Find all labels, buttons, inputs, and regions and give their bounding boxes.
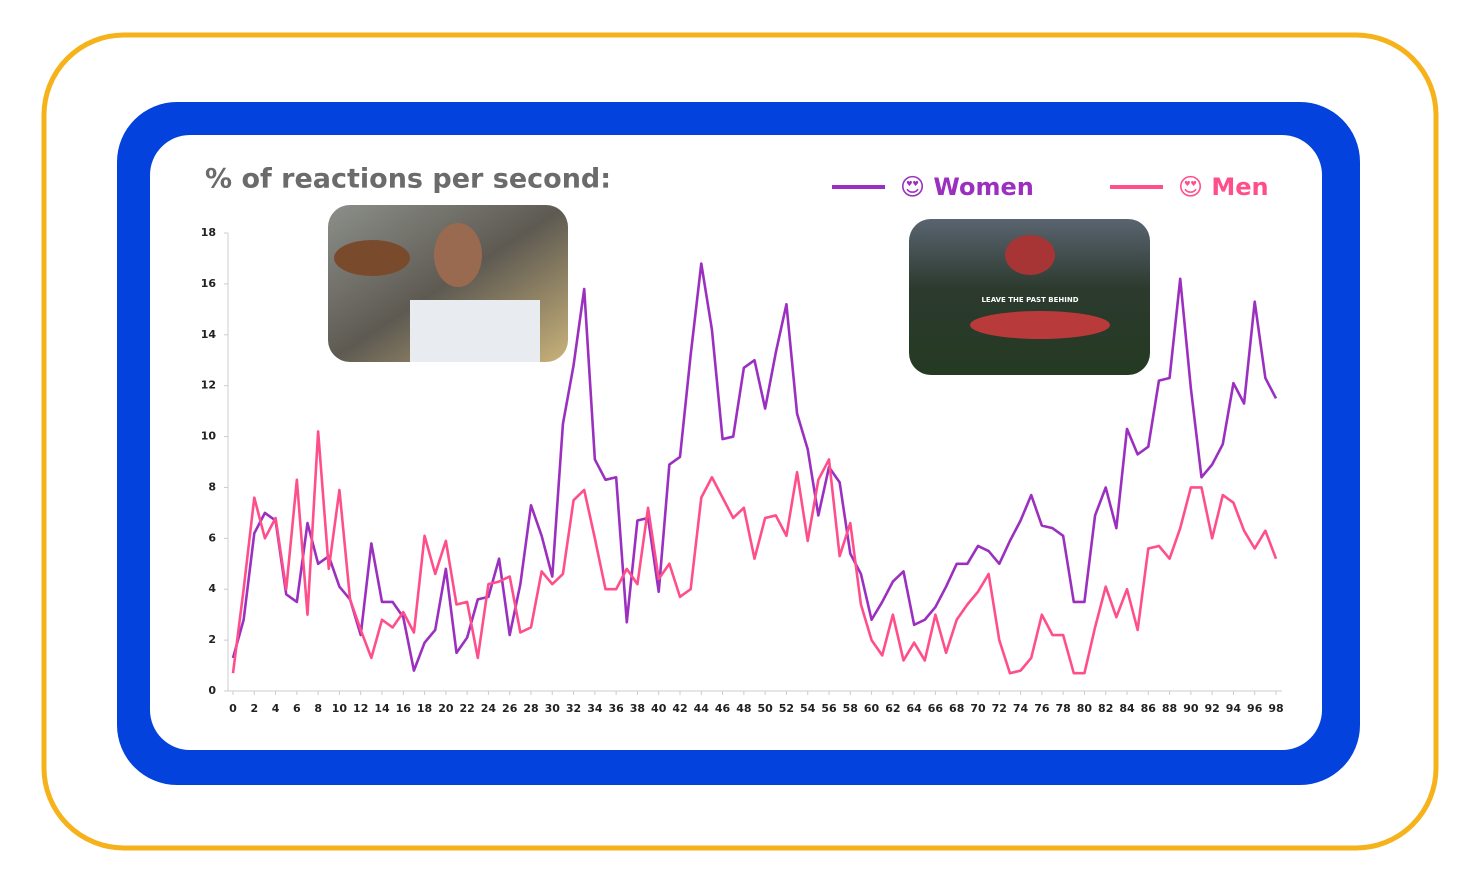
x-tick-label: 88 [1162, 702, 1177, 715]
x-tick-label: 78 [1055, 702, 1070, 715]
chart-panel [150, 135, 1322, 750]
line-series [231, 262, 1278, 672]
x-tick-label: 30 [545, 702, 561, 715]
x-tick-label: 22 [459, 702, 474, 715]
x-tick-label: 14 [374, 702, 390, 715]
chart-title: % of reactions per second: [205, 164, 611, 195]
x-tick-label: 96 [1247, 702, 1263, 715]
x-tick-label: 44 [694, 702, 710, 715]
x-tick-label: 50 [757, 702, 773, 715]
x-tick-label: 42 [672, 702, 687, 715]
y-tick-label: 18 [201, 226, 216, 239]
y-tick-label: 4 [208, 582, 216, 595]
x-tick-label: 82 [1098, 702, 1113, 715]
x-tick-label: 34 [587, 702, 603, 715]
y-tick-label: 12 [201, 379, 216, 392]
x-tick-label: 38 [630, 702, 645, 715]
x-tick-label: 64 [906, 702, 922, 715]
x-tick-label: 40 [651, 702, 667, 715]
y-tick-label: 8 [208, 480, 216, 493]
y-tick-label: 10 [201, 430, 217, 443]
legend-label: 😍 Men [1178, 173, 1269, 201]
x-tick-label: 62 [885, 702, 900, 715]
x-tick-label: 4 [272, 702, 280, 715]
x-tick-label: 2 [250, 702, 258, 715]
y-tick-label: 6 [208, 531, 216, 544]
x-tick-label: 80 [1077, 702, 1093, 715]
image-caption: LEAVE THE PAST BEHIND [981, 296, 1078, 304]
x-tick-label: 36 [608, 702, 624, 715]
x-tick-label: 16 [396, 702, 412, 715]
x-tick-label: 52 [779, 702, 794, 715]
y-tick-label: 14 [201, 328, 217, 341]
x-tick-label: 28 [523, 702, 538, 715]
x-tick-label: 20 [438, 702, 454, 715]
x-tick-label: 90 [1183, 702, 1199, 715]
x-tick-label: 56 [821, 702, 837, 715]
x-tick-label: 18 [417, 702, 432, 715]
x-tick-label: 58 [843, 702, 858, 715]
x-tick-label: 74 [1013, 702, 1029, 715]
x-tick-label: 70 [970, 702, 986, 715]
x-tick-label: 10 [332, 702, 348, 715]
x-tick-label: 76 [1034, 702, 1050, 715]
x-tick-label: 98 [1268, 702, 1283, 715]
x-tick-label: 66 [928, 702, 944, 715]
x-tick-label: 6 [293, 702, 301, 715]
x-tick-label: 92 [1204, 702, 1219, 715]
x-tick-label: 72 [992, 702, 1007, 715]
x-tick-label: 94 [1226, 702, 1242, 715]
x-tick-label: 32 [566, 702, 581, 715]
x-tick-label: 0 [229, 702, 237, 715]
x-tick-label: 8 [314, 702, 322, 715]
x-tick-label: 24 [481, 702, 497, 715]
x-tick-label: 12 [353, 702, 368, 715]
x-tick-label: 68 [949, 702, 964, 715]
x-tick-label: 46 [715, 702, 731, 715]
x-tick-label: 48 [736, 702, 751, 715]
y-tick-label: 2 [208, 633, 216, 646]
y-tick-label: 0 [208, 684, 216, 697]
x-tick-label: 86 [1141, 702, 1157, 715]
line-series [231, 430, 1278, 675]
legend-label: 😍 Women [900, 173, 1034, 201]
x-tick-label: 54 [800, 702, 816, 715]
image-2 [909, 219, 1150, 375]
y-tick-label: 16 [201, 277, 217, 290]
x-tick-label: 26 [502, 702, 518, 715]
image-1 [328, 205, 568, 362]
x-tick-label: 84 [1119, 702, 1135, 715]
x-tick-label: 60 [864, 702, 880, 715]
